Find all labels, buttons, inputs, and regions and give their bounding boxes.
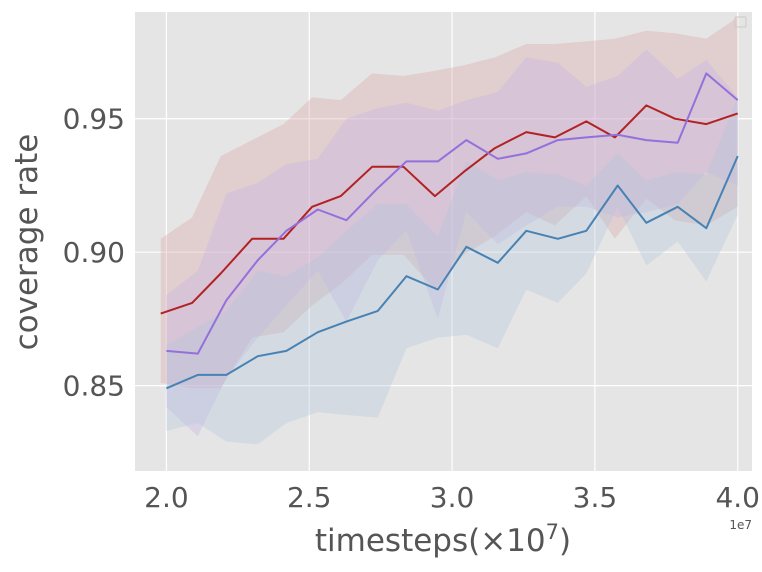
y-tick-label: 0.95	[63, 103, 125, 136]
series-lines	[160, 72, 739, 390]
grid-lines	[135, 12, 752, 471]
series-3-line	[166, 155, 739, 390]
y-tick-label: 0.85	[63, 370, 125, 403]
y-tick-label: 0.90	[63, 236, 125, 269]
series-3-band	[166, 97, 738, 445]
y-tick-labels: 0.85 0.90 0.95	[63, 103, 125, 403]
x-tick-label: 2.5	[287, 481, 332, 514]
x-tick-label: 3.0	[430, 481, 475, 514]
series-1-band	[160, 17, 738, 389]
x-tick-label: 3.5	[573, 481, 618, 514]
x-offset-label: 1e7	[729, 518, 752, 532]
x-tick-labels: 2.0 2.5 3.0 3.5 4.0	[144, 481, 760, 514]
y-axis-label: coverage rate	[9, 134, 45, 351]
legend-box	[734, 16, 747, 28]
x-tick-label: 4.0	[715, 481, 760, 514]
confidence-bands	[160, 17, 738, 445]
series-2-band	[166, 49, 738, 437]
x-axis-label: timesteps(×107)	[315, 520, 571, 559]
x-tick-label: 2.0	[144, 481, 189, 514]
series-1-line	[160, 104, 739, 315]
series-2-line	[166, 72, 739, 355]
plot-background	[135, 12, 752, 471]
